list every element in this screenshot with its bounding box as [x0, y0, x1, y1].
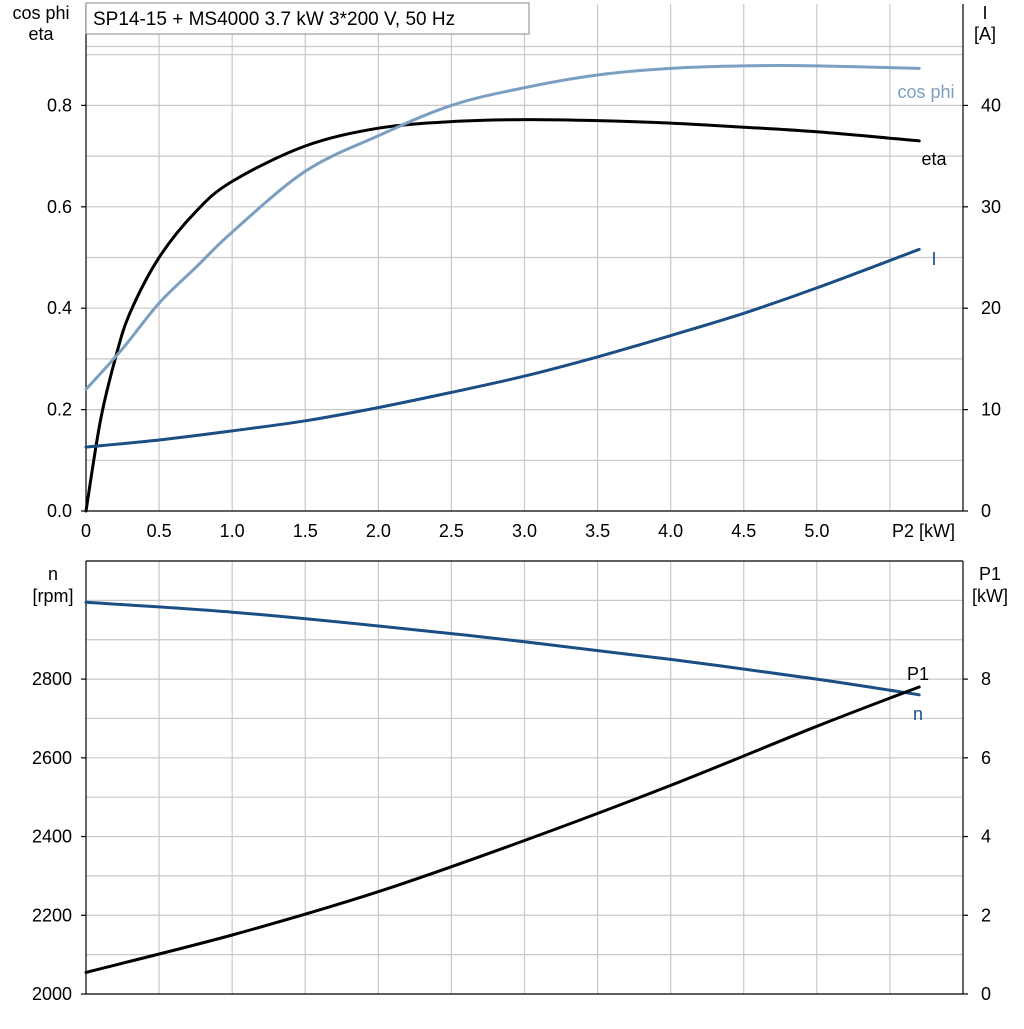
y-left-tick-label: 2600	[32, 748, 72, 768]
y-right-tick-label: 6	[981, 748, 991, 768]
y-left-tick-label: 2800	[32, 669, 72, 689]
top-chart: 0.0 0.2 0.4 0.6 0.8 0 10 20 30 40 0 0.5 1.0 1.5 2.0 2.5…	[12, 3, 1001, 541]
y-left-axis-label: cos phi	[12, 3, 69, 23]
series-line-cos-phi	[84, 64, 921, 391]
x-tick-label: 3.5	[585, 521, 610, 541]
series-line-p1	[84, 685, 921, 974]
y-left-tick-label: 0.6	[47, 197, 72, 217]
series-label-p1: P1	[907, 664, 929, 684]
y-left-tick-label: 2400	[32, 827, 72, 847]
x-tick-label: 2.0	[366, 521, 391, 541]
y-right-tick-label: 20	[981, 298, 1001, 318]
y-right-axis-label: P1	[979, 564, 1001, 584]
y-left-tick-label: 2000	[32, 984, 72, 1004]
y-right-tick-label: 10	[981, 400, 1001, 420]
x-tick-label: 1.0	[220, 521, 245, 541]
x-tick-label: 0	[81, 521, 91, 541]
y-left-axis-label: [rpm]	[32, 586, 73, 606]
y-left-tick-label: 0.0	[47, 501, 72, 521]
y-left-tick-label: 0.4	[47, 298, 72, 318]
chart-title-box	[85, 2, 530, 35]
y-left-tick-label: 2200	[32, 905, 72, 925]
y-right-tick-label: 2	[981, 905, 991, 925]
y-right-tick-label: 40	[981, 95, 1001, 115]
y-right-tick-label: 8	[981, 669, 991, 689]
y-left-tick-label: 0.8	[47, 95, 72, 115]
y-right-tick-label: 30	[981, 197, 1001, 217]
series-label-n: n	[913, 704, 923, 724]
series-line-n	[84, 600, 921, 697]
x-tick-label: 4.5	[731, 521, 756, 541]
series-line-i	[84, 247, 921, 449]
series-label-cos-phi: cos phi	[897, 82, 954, 102]
x-axis-label: P2 [kW]	[892, 521, 955, 541]
x-tick-label: 0.5	[147, 521, 172, 541]
y-left-tick-label: 0.2	[47, 400, 72, 420]
series-label-i: I	[931, 249, 936, 269]
y-left-axis-label: n	[48, 564, 58, 584]
x-tick-label: 1.5	[293, 521, 318, 541]
series-label-eta: eta	[921, 149, 947, 169]
x-tick-label: 5.0	[804, 521, 829, 541]
y-right-tick-label: 0	[981, 984, 991, 1004]
x-tick-label: 3.0	[512, 521, 537, 541]
x-tick-label: 2.5	[439, 521, 464, 541]
y-left-axis-label: eta	[28, 24, 54, 44]
chart-title: SP14-15 + MS4000 3.7 kW 3*200 V, 50 Hz	[93, 9, 455, 30]
series-line-eta	[84, 118, 921, 513]
y-right-axis-label: [kW]	[972, 586, 1008, 606]
y-right-tick-label: 0	[981, 501, 991, 521]
x-tick-label: 4.0	[658, 521, 683, 541]
y-right-axis-label: [A]	[974, 24, 996, 44]
y-right-axis-label: I	[982, 3, 987, 23]
y-right-tick-label: 4	[981, 827, 991, 847]
